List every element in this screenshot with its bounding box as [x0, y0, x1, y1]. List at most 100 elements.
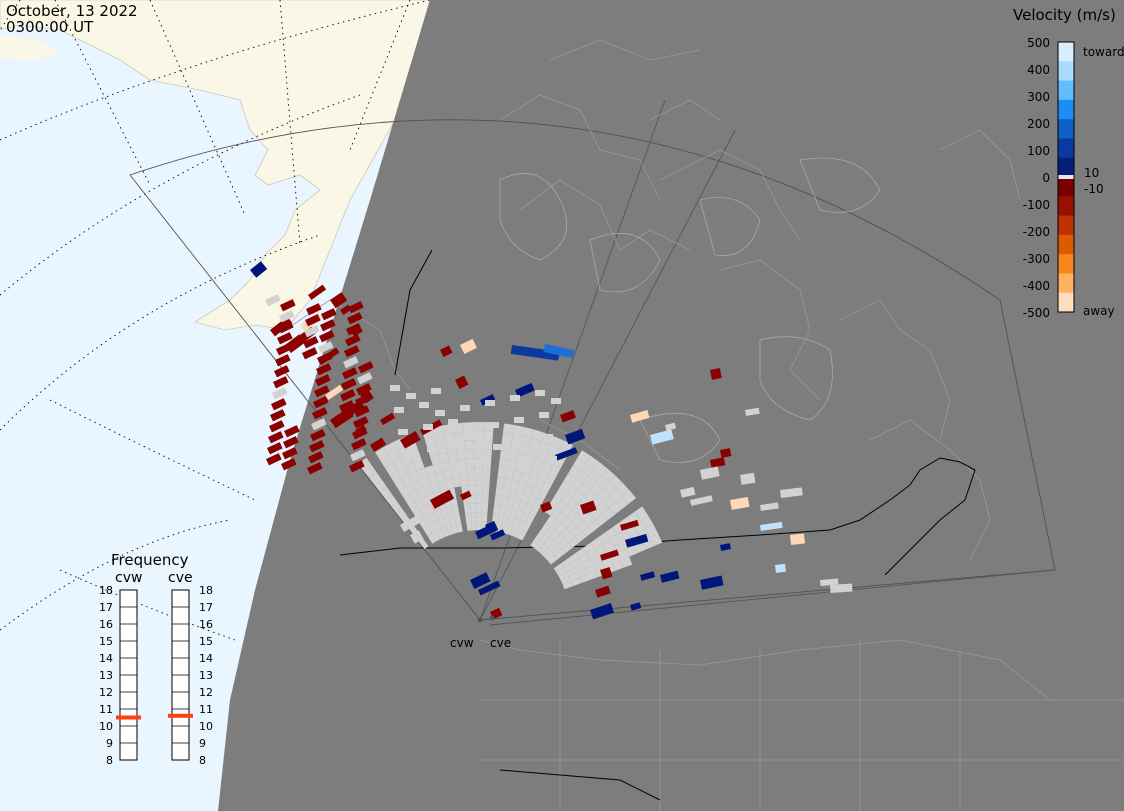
data-cell: [413, 459, 425, 471]
data-cell: [390, 385, 400, 391]
data-cell: [568, 552, 580, 563]
data-cell: [470, 512, 477, 522]
frequency-scale: 18 18 17 17 16 16 15 15 14 14 13 13 12 12 11 11 10 10 9 9 8 8: [99, 584, 213, 767]
data-cell: [500, 495, 509, 506]
data-cell: [435, 471, 446, 483]
data-cell: [679, 486, 696, 498]
data-cell: [456, 463, 466, 469]
data-cell: [427, 533, 437, 544]
data-cell: [473, 440, 484, 450]
data-cell: [519, 472, 530, 484]
data-cell: [720, 448, 732, 458]
data-cell: [579, 553, 591, 564]
data-cell: [398, 486, 411, 498]
data-cell: [339, 400, 355, 413]
data-cell: [587, 570, 599, 580]
data-cell: [558, 481, 571, 494]
data-cell: [589, 482, 603, 495]
data-cell: [601, 468, 616, 482]
data-cell: [469, 572, 491, 590]
data-cell: [374, 479, 388, 493]
data-cell: [443, 516, 452, 527]
data-cell: [469, 503, 477, 513]
data-cell: [582, 558, 594, 569]
data-cell: [250, 261, 268, 278]
data-cell: [554, 447, 578, 461]
data-cell: [405, 482, 417, 495]
data-cell: [602, 481, 616, 495]
data-cell: [498, 459, 509, 470]
data-cell: [559, 410, 576, 423]
colorbar-swatch: [1058, 254, 1074, 274]
colorbar-swatch: [1058, 177, 1074, 197]
data-cell: [594, 543, 606, 555]
data-cell: [586, 548, 599, 559]
data-cell: [515, 382, 535, 398]
data-cell: [593, 560, 605, 571]
colorbar-tick-label: 200: [1027, 117, 1050, 131]
data-cell: [565, 428, 586, 445]
data-cell: [452, 477, 462, 488]
data-cell: [450, 468, 460, 479]
frequency-scale-label: 8: [199, 754, 206, 767]
data-cell: [485, 400, 495, 406]
data-cell: [498, 504, 507, 515]
data-cell: [399, 431, 421, 449]
frequency-scale-label: 17: [199, 601, 213, 614]
data-cell: [568, 465, 581, 479]
data-cell: [402, 451, 412, 457]
colorbar-minus-ten-label: -10: [1084, 182, 1104, 196]
frequency-scale-label: 12: [199, 686, 213, 699]
colorbar-tick-label: 500: [1027, 36, 1050, 50]
data-cell: [424, 436, 437, 448]
data-cell: [464, 440, 475, 450]
data-cell: [512, 498, 522, 510]
data-cell: [549, 530, 560, 542]
data-cell: [310, 418, 327, 431]
data-cell: [506, 460, 517, 471]
data-cell: [420, 476, 431, 488]
data-cell: [452, 441, 462, 447]
data-cell: [445, 506, 454, 517]
data-cell: [602, 538, 614, 551]
data-cell: [272, 376, 289, 389]
frequency-scale-label: 11: [99, 703, 113, 716]
data-cell: [456, 449, 466, 460]
data-cell: [435, 410, 445, 416]
colorbar-swatch: [1058, 157, 1074, 178]
frequency-scale-label: 16: [99, 618, 113, 631]
data-cell: [570, 478, 583, 491]
data-cell: [518, 530, 527, 541]
frequency-scale-label: 15: [199, 635, 213, 648]
data-cell: [429, 489, 455, 509]
data-cell: [410, 490, 421, 502]
data-cell: [315, 374, 331, 387]
data-cell: [559, 527, 571, 539]
data-cell: [432, 531, 441, 542]
date-label: October, 13 2022: [6, 2, 138, 20]
data-cell: [595, 513, 608, 526]
colorbar-away-label: away: [1083, 304, 1115, 318]
data-cell: [467, 476, 476, 486]
data-cell: [431, 388, 441, 394]
velocity-colorbar: Velocity (m/s) 500 400 300 200 100 0 -100 -200 -…: [1013, 6, 1124, 320]
data-cell: [570, 526, 582, 538]
data-cell: [460, 338, 477, 354]
data-cell: [660, 570, 680, 583]
data-cell: [527, 446, 539, 459]
colorbar-ticks: 500 400 300 200 100 0 -100 -200 -300 -400 -500: [1023, 36, 1050, 320]
data-cell: [571, 577, 582, 587]
data-cell: [634, 506, 648, 520]
colorbar-swatch: [1058, 234, 1074, 255]
data-cell: [494, 494, 502, 505]
data-cell: [346, 323, 362, 336]
data-cell: [548, 465, 561, 477]
data-cell: [272, 387, 288, 400]
data-cell: [355, 394, 371, 407]
data-cell: [495, 486, 504, 496]
colorbar-swatch: [1058, 292, 1074, 313]
data-cell: [625, 545, 638, 557]
data-cell: [790, 533, 806, 545]
data-cell: [745, 407, 760, 416]
data-cell: [284, 425, 300, 438]
